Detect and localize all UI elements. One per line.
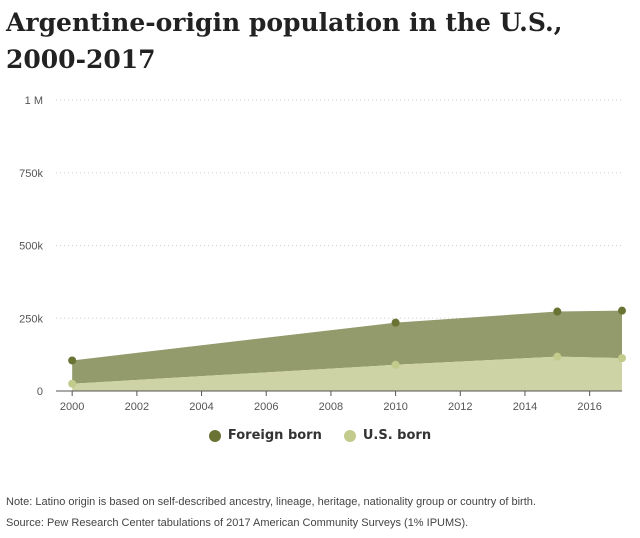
- x-tick-label: 2010: [383, 401, 407, 413]
- point-foreign-born: [618, 306, 626, 315]
- point-us-born: [553, 352, 562, 361]
- chart-title: Argentine-origin population in the U.S.,…: [6, 8, 563, 74]
- y-tick-label: 750k: [19, 168, 43, 180]
- x-tick-label: 2004: [189, 401, 213, 413]
- chart-markers: [68, 306, 626, 388]
- x-tick-label: 2012: [448, 401, 472, 413]
- x-tick-label: 2000: [60, 401, 84, 413]
- y-tick-label: 250k: [19, 313, 43, 325]
- point-foreign-born: [68, 356, 77, 365]
- chart-axes: 0 250k 500k 750k 1 M 2000 2002 2004 2006 2008 2010…: [19, 95, 622, 413]
- legend: Foreign born U.S. born: [0, 428, 640, 443]
- legend-label-us-born: U.S. born: [362, 428, 432, 443]
- x-tick-label: 2014: [513, 401, 537, 413]
- x-tick-label: 2002: [125, 401, 149, 413]
- footnote-source: Source: Pew Research Center tabulations …: [6, 517, 469, 529]
- area-chart: 0 250k 500k 750k 1 M 2000 2002 2004 2006 2008 2010…: [19, 95, 626, 413]
- legend-swatch-foreign-born: [208, 429, 221, 442]
- x-tick-label: 2008: [319, 401, 343, 413]
- gridlines: [56, 99, 622, 319]
- area-us-born: [72, 356, 622, 391]
- legend-label-foreign-born: Foreign born: [227, 428, 322, 443]
- point-us-born: [618, 354, 626, 363]
- point-us-born: [391, 360, 400, 369]
- y-tick-label: 500k: [19, 241, 43, 253]
- point-foreign-born: [391, 318, 400, 327]
- point-foreign-born: [553, 307, 562, 316]
- legend-item-foreign-born[interactable]: Foreign born: [208, 428, 322, 443]
- y-tick-label: 1 M: [25, 95, 43, 107]
- x-tick-label: 2016: [577, 401, 601, 413]
- point-us-born: [68, 379, 77, 388]
- footnote-note: Note: Latino origin is based on self-des…: [6, 496, 536, 508]
- chart-areas: [72, 310, 622, 391]
- y-tick-label: 0: [37, 386, 43, 398]
- legend-item-us-born[interactable]: U.S. born: [343, 428, 432, 443]
- legend-swatch-us-born: [343, 429, 356, 442]
- x-tick-label: 2006: [254, 401, 278, 413]
- area-foreign-born: [72, 310, 622, 384]
